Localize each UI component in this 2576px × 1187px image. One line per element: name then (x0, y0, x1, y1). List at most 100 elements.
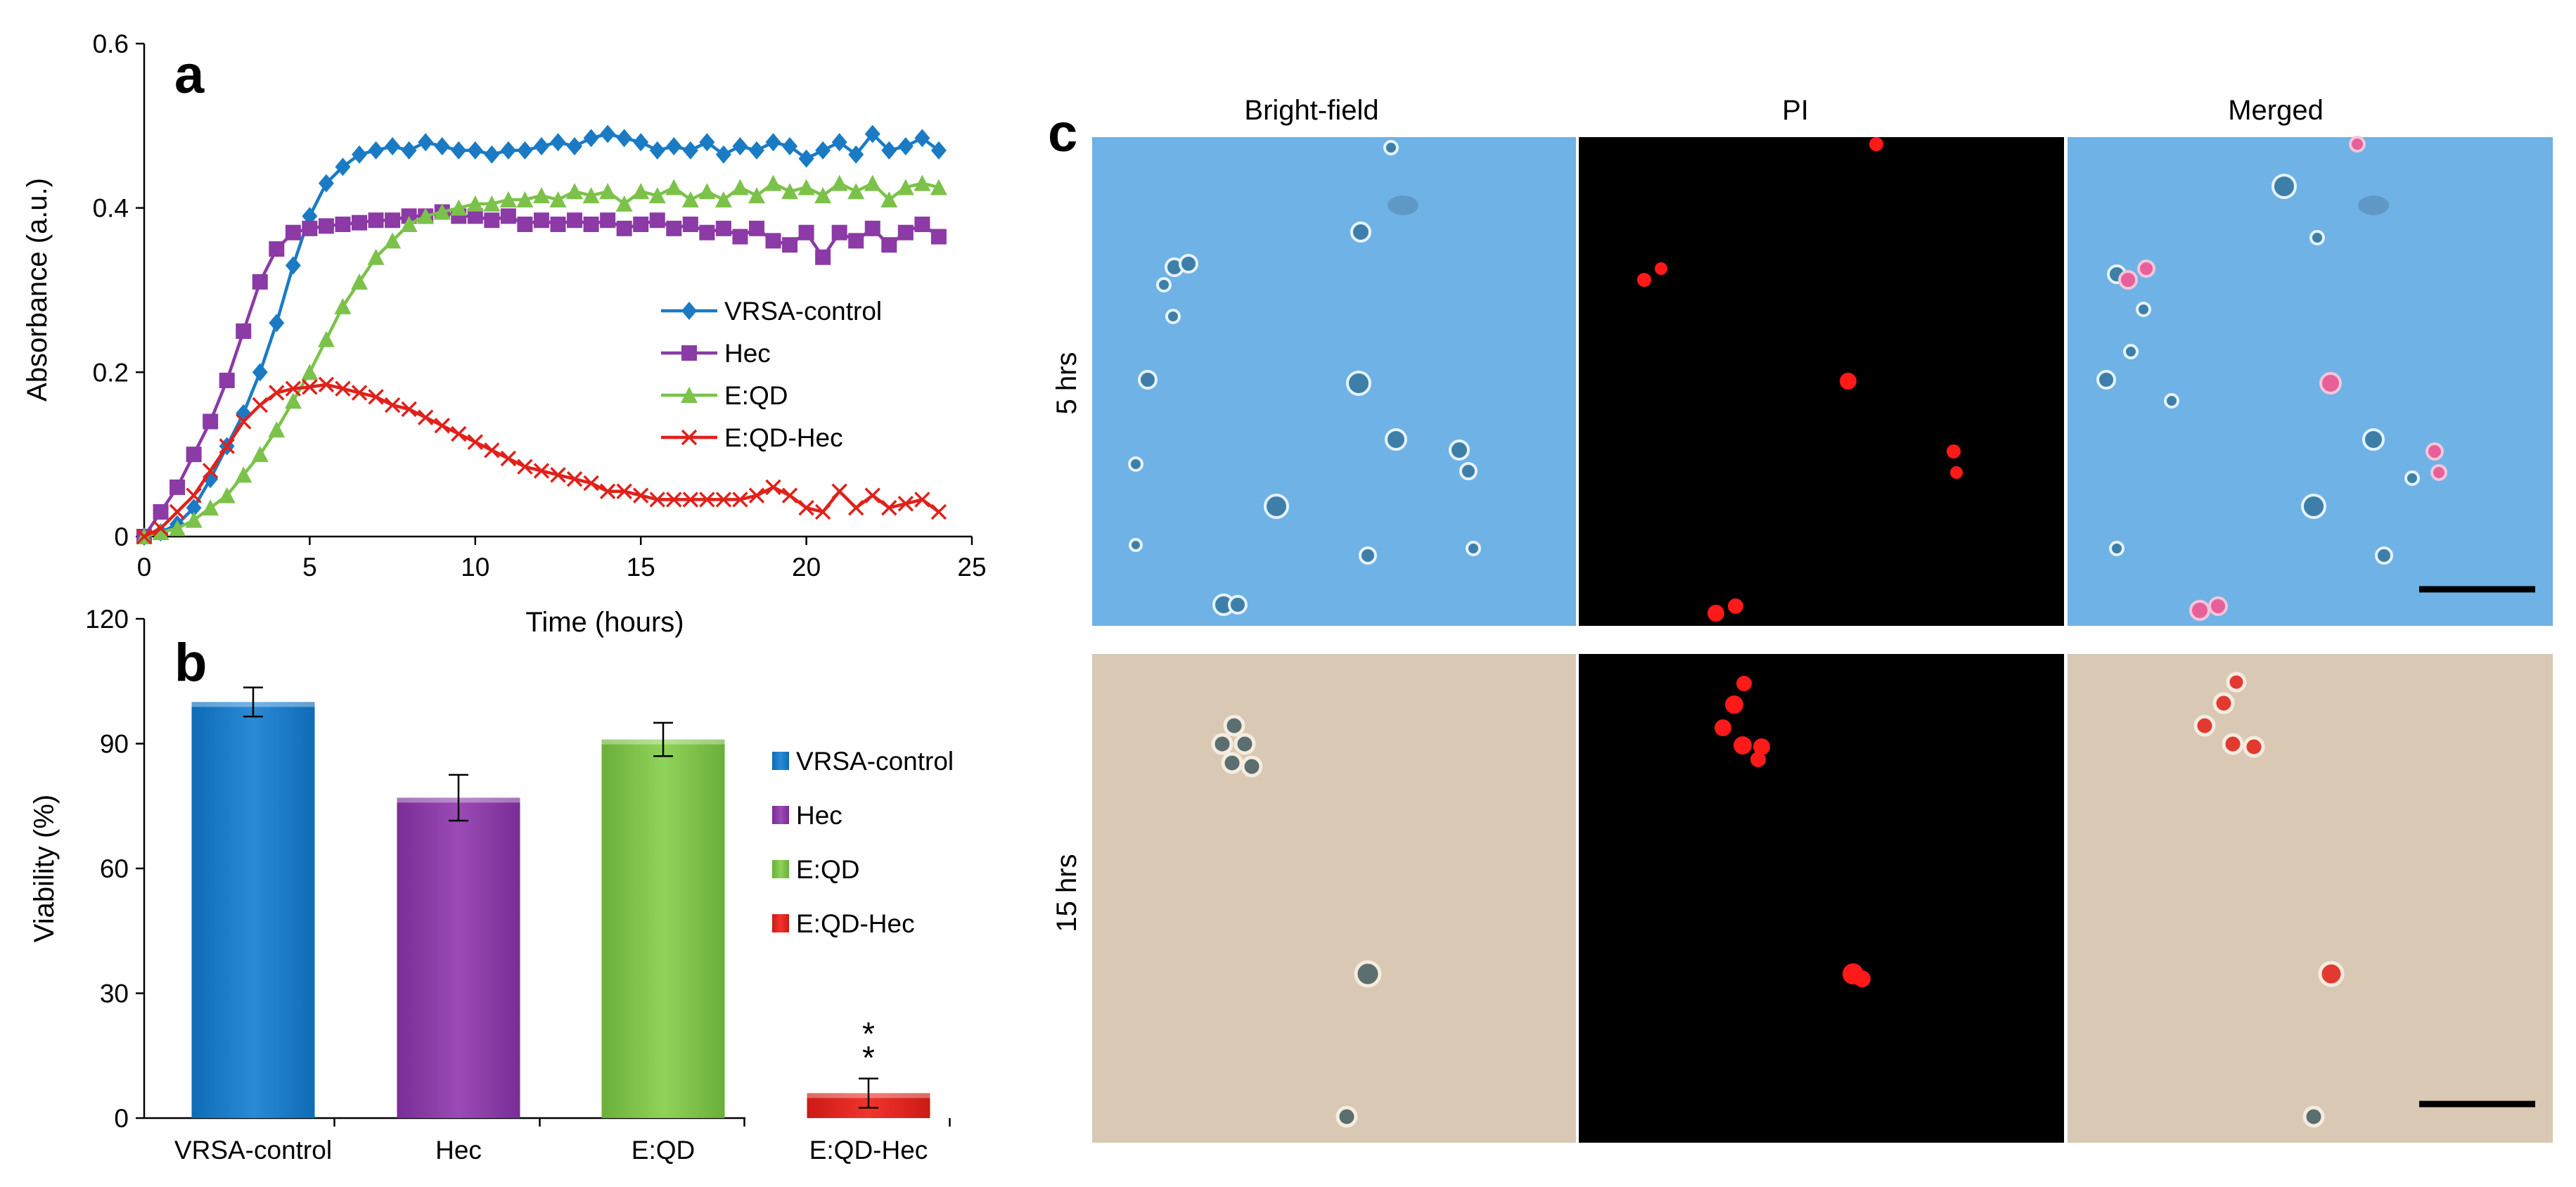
data-point-e-qd-hec (682, 492, 699, 508)
data-point-hec (798, 224, 814, 240)
data-point-e-qd-hec (881, 499, 897, 516)
data-point-hec (930, 229, 947, 245)
data-point-e-qd (268, 421, 286, 438)
data-point-vrsa-control (252, 363, 268, 382)
data-point-e-qd (698, 183, 716, 200)
image-5hrs-bright-field (1092, 137, 1576, 626)
data-point-hec (550, 217, 566, 233)
data-point-e-qd (301, 364, 319, 380)
panel-b-legend: VRSA-control Hec E:QD E:QD-Hec (772, 747, 954, 938)
data-point-e-qd-hec (269, 385, 285, 401)
data-point-vrsa-control (517, 141, 533, 160)
series-hec (136, 204, 947, 544)
legend-item-vrsa-control: VRSA-control (772, 747, 954, 776)
data-point-hec (302, 220, 318, 236)
legend-marker (681, 302, 697, 320)
legend-item-hec: Hec (661, 339, 771, 368)
data-point-vrsa-control (765, 133, 781, 152)
panel-b-y-tick-label: 30 (100, 980, 129, 1008)
data-point-e-qd (384, 232, 402, 249)
data-point-e-qd (367, 248, 385, 265)
data-point-vrsa-control (418, 133, 434, 152)
legend-swatch (772, 914, 789, 932)
panel-a-y-axis-label: Absorbance (a.u.) (22, 178, 53, 402)
data-point-hec (715, 220, 731, 236)
panel-c-letter: c (1048, 103, 1077, 163)
panel-a-y-tick-label: 0.2 (93, 358, 129, 387)
legend-item-e-qd-hec: E:QD-Hec (661, 423, 843, 452)
data-point-e-qd (251, 446, 269, 463)
data-point-e-qd-hec (765, 479, 781, 496)
data-point-e-qd (317, 331, 335, 347)
data-point-vrsa-control (335, 158, 351, 177)
data-point-e-qd-hec (351, 385, 368, 401)
panel-a-y-tick-label: 0.6 (93, 30, 129, 58)
data-point-e-qd (169, 520, 186, 537)
legend-swatch (772, 860, 789, 878)
data-point-vrsa-control (864, 124, 880, 143)
data-point-e-qd-hec (451, 425, 467, 442)
data-point-hec (186, 447, 202, 463)
data-point-e-qd-hec (401, 401, 417, 418)
data-point-e-qd (831, 174, 848, 191)
data-point-e-qd (466, 195, 484, 212)
data-point-hec (782, 237, 798, 253)
data-point-hec (682, 217, 698, 233)
data-point-e-qd (334, 297, 352, 314)
data-point-e-qd-hec (583, 475, 599, 492)
significance-mark: * * (862, 1015, 875, 1076)
data-point-hec (335, 217, 351, 233)
panel-c-microscopy: c Bright-field PI Merged 5 hrs 15 hrs (1048, 95, 2553, 1143)
data-point-e-qd-hec (914, 492, 930, 508)
error-bar-e-qd (653, 721, 673, 757)
panel-b-ticks: 0 30 60 90 120 (85, 605, 144, 1133)
panel-a-letter: a (174, 45, 205, 105)
data-point-e-qd (930, 179, 947, 195)
data-point-e-qd-hec (500, 450, 517, 467)
data-point-e-qd-hec (434, 418, 450, 434)
legend-item-e-qd: E:QD (661, 381, 788, 410)
data-point-e-qd-hec (781, 487, 798, 503)
data-point-hec (236, 323, 252, 339)
data-point-hec (467, 208, 483, 224)
legend-swatch (772, 752, 789, 770)
panel-b-x-tick-label: E:QD-Hec (809, 1136, 928, 1164)
panel-a-x-tick-label: 15 (627, 553, 655, 582)
panel-a-x-tick-label: 10 (461, 553, 489, 582)
data-point-e-qd (864, 174, 881, 191)
data-point-e-qd-hec (847, 499, 864, 516)
panel-a-x-tick-label: 25 (957, 553, 986, 582)
image-5hrs-merged (2068, 136, 2553, 626)
data-point-hec (385, 212, 401, 229)
data-point-hec (666, 220, 682, 236)
data-point-e-qd-hec (169, 503, 186, 520)
image-15hrs-bright-field (1092, 654, 1576, 1143)
data-point-e-qd (748, 187, 765, 204)
data-point-e-qd-hec (897, 496, 914, 512)
panel-b-x-tick-label: Hec (435, 1136, 482, 1164)
data-point-vrsa-control (500, 141, 516, 160)
data-point-e-qd-hec (285, 380, 302, 397)
row-label-15hrs: 15 hrs (1051, 854, 1082, 932)
data-point-vrsa-control (848, 145, 864, 164)
column-header-bright-field: Bright-field (1244, 95, 1378, 126)
data-point-e-qd (897, 179, 914, 195)
data-point-vrsa-control (285, 256, 301, 275)
data-point-e-qd-hec (302, 379, 318, 395)
data-point-e-qd (665, 179, 683, 195)
data-point-e-qd (351, 273, 369, 290)
data-point-e-qd (433, 203, 451, 220)
data-point-hec (533, 212, 549, 229)
data-point-hec (600, 212, 616, 229)
data-point-vrsa-control (567, 137, 583, 156)
data-point-vrsa-control (451, 141, 467, 160)
data-point-e-qd-hec (748, 487, 765, 503)
data-point-hec (616, 220, 632, 236)
data-point-hec (203, 413, 219, 430)
column-header-pi: PI (1782, 95, 1809, 126)
data-point-e-qd-hec (533, 463, 550, 479)
data-point-hec (649, 212, 665, 229)
data-point-e-qd (284, 392, 302, 409)
data-point-vrsa-control (897, 137, 914, 156)
